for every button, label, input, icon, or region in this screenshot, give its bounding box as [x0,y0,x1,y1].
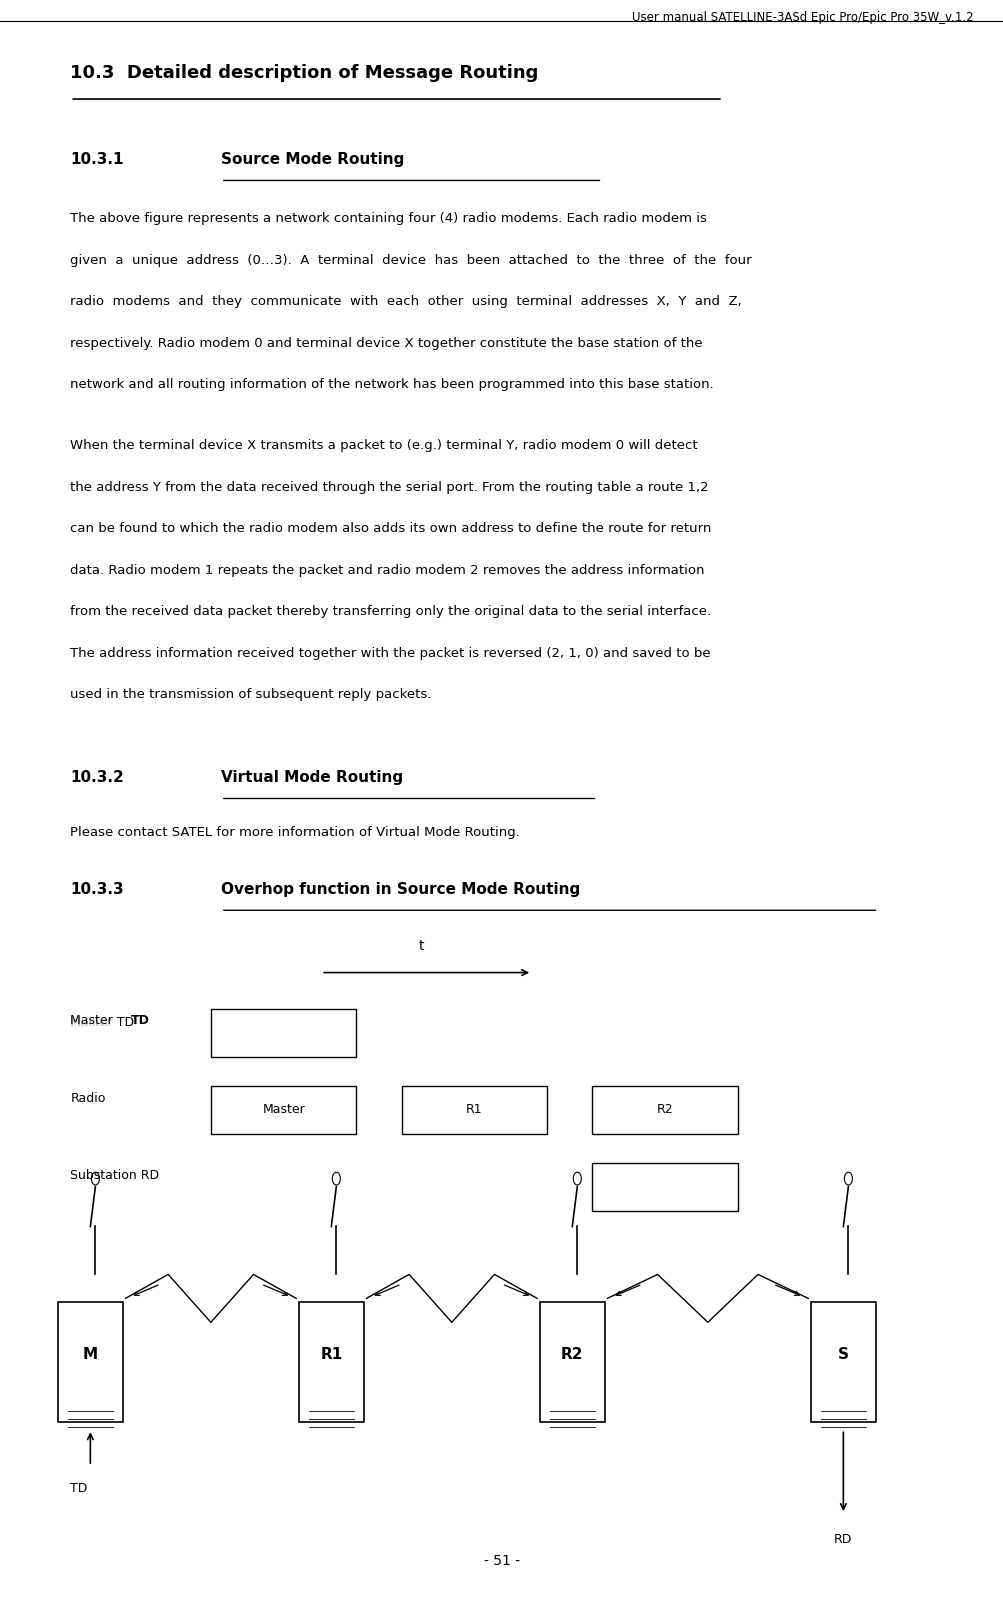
Text: Master: Master [70,1016,117,1028]
Text: Master: Master [70,1014,117,1027]
Bar [211,1086,356,1134]
Text: used in the transmission of subsequent reply packets.: used in the transmission of subsequent r… [70,688,431,701]
Text: respectively. Radio modem 0 and terminal device X together constitute the base s: respectively. Radio modem 0 and terminal… [70,337,702,350]
Bar [592,1086,737,1134]
Text: S: S [838,1346,848,1362]
Text: Overhop function in Source Mode Routing: Overhop function in Source Mode Routing [221,882,580,896]
Text: TD: TD [136,1016,155,1028]
Text: When the terminal device X transmits a packet to (e.g.) terminal Y, radio modem : When the terminal device X transmits a p… [70,439,697,452]
Text: data. Radio modem 1 repeats the packet and radio modem 2 removes the address inf: data. Radio modem 1 repeats the packet a… [70,564,704,577]
Text: t: t [418,939,424,953]
Text: 10.3  Detailed description of Message Routing: 10.3 Detailed description of Message Rou… [70,64,539,81]
Text: Master: Master [262,1104,305,1116]
Bar [57,1303,123,1423]
Text: The above figure represents a network containing four (4) radio modems. Each rad: The above figure represents a network co… [70,212,706,225]
Text: 10.3.3: 10.3.3 [70,882,123,896]
Text: Substation RD: Substation RD [70,1169,159,1182]
Bar [592,1163,737,1211]
Text: can be found to which the radio modem also adds its own address to define the ro: can be found to which the radio modem al… [70,522,711,535]
Text: - 51 -: - 51 - [483,1554,520,1568]
Text: network and all routing information of the network has been programmed into this: network and all routing information of t… [70,378,713,391]
Text: R2: R2 [656,1104,673,1116]
Text: from the received data packet thereby transferring only the original data to the: from the received data packet thereby tr… [70,605,711,618]
Text: M: M [82,1346,98,1362]
Text: The address information received together with the packet is reversed (2, 1, 0) : The address information received togethe… [70,647,710,660]
Bar [299,1303,363,1423]
Text: Virtual Mode Routing: Virtual Mode Routing [221,770,402,784]
Text: given  a  unique  address  (0…3).  A  terminal  device  has  been  attached  to : given a unique address (0…3). A terminal… [70,254,751,267]
Bar [401,1086,547,1134]
Bar [540,1303,604,1423]
Text: Master TD: Master TD [70,1016,134,1028]
Text: Please contact SATEL for more information of Virtual Mode Routing.: Please contact SATEL for more informatio… [70,826,520,838]
Text: Source Mode Routing: Source Mode Routing [221,152,404,166]
Text: User manual SATELLINE-3ASd Epic Pro/Epic Pro 35W_v.1.2: User manual SATELLINE-3ASd Epic Pro/Epic… [632,11,973,24]
Bar [810,1303,875,1423]
Text: 10.3.2: 10.3.2 [70,770,124,784]
Text: RD: RD [832,1533,851,1546]
Text: R2: R2 [561,1346,583,1362]
Text: TD: TD [70,1482,87,1495]
Text: R1: R1 [465,1104,482,1116]
Text: 10.3.1: 10.3.1 [70,152,123,166]
Text: radio  modems  and  they  communicate  with  each  other  using  terminal  addre: radio modems and they communicate with e… [70,295,741,308]
Text: the address Y from the data received through the serial port. From the routing t: the address Y from the data received thr… [70,481,708,493]
Text: R1: R1 [320,1346,342,1362]
Text: Radio: Radio [70,1092,105,1105]
Text: TD: TD [130,1014,149,1027]
Bar [211,1009,356,1057]
